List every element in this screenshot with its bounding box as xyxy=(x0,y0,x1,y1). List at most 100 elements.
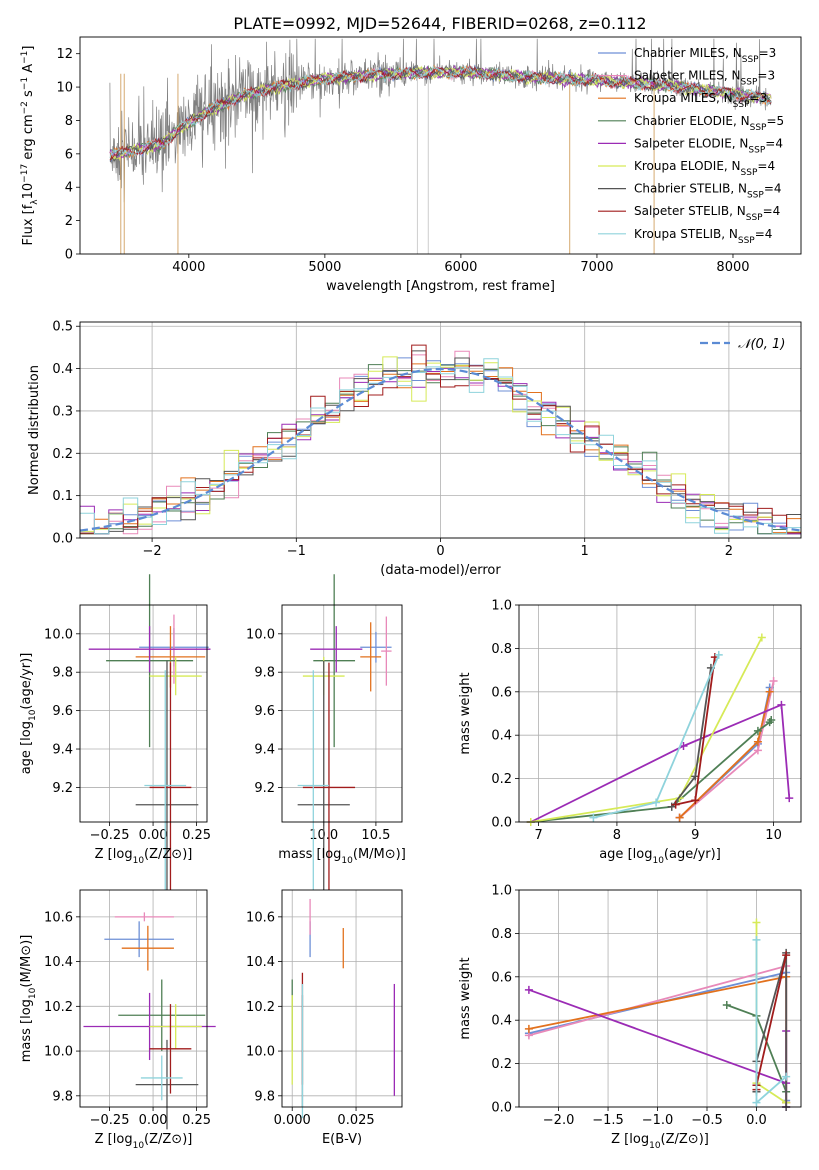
spectrum-x-tick-label: 5000 xyxy=(308,260,341,275)
age-weight-point-marker xyxy=(691,796,700,805)
z-weight-point-marker xyxy=(722,1001,731,1010)
age-weight-point-marker xyxy=(785,794,794,803)
spectrum-x-tick-label: 4000 xyxy=(172,260,205,275)
age-weight-series-line xyxy=(530,703,791,823)
age-weight-y-tick-label: 0.0 xyxy=(491,816,512,831)
z-mass-y-tick-label: 10.2 xyxy=(44,1000,73,1015)
residuals-y-tick-label: 0.0 xyxy=(52,532,73,547)
spectrum-model-line xyxy=(109,65,772,162)
z-weight-x-tick-label: −1.0 xyxy=(642,1113,674,1128)
residuals-y-tick-label: 0.3 xyxy=(52,404,73,419)
spectrum-x-tick-label: 6000 xyxy=(444,260,477,275)
residuals-x-tick-label: −2 xyxy=(143,544,162,559)
legend-entry-label: Chabrier ELODIE, NSSP=5 xyxy=(634,114,784,133)
z-weight-y-tick-label: 0.2 xyxy=(491,1057,512,1072)
age-weight-point-marker xyxy=(769,676,778,685)
z-mass-plot-area xyxy=(80,890,207,1107)
z-weight-x-axis-label: Z [log10(Z/Z⊙)] xyxy=(611,1132,709,1151)
age-weight-point-marker xyxy=(753,737,762,746)
spectrum-y-tick-label: 2 xyxy=(65,214,73,229)
residuals-y-tick-label: 0.4 xyxy=(52,362,73,377)
z-weight-y-tick-label: 0.4 xyxy=(491,1014,512,1029)
z-mass-y-tick-label: 9.8 xyxy=(52,1089,73,1104)
residuals-y-tick-label: 0.1 xyxy=(52,489,73,504)
legend-entry-label: Kroupa STELIB, NSSP=4 xyxy=(634,227,772,246)
normal-curve xyxy=(79,367,802,532)
spectrum-lines xyxy=(109,38,772,254)
z-mass-y-axis-label: mass [log10(M/M⊙)] xyxy=(19,935,38,1063)
z-weight-point-marker xyxy=(752,935,761,944)
age-weight-x-axis-label: age [log10(age/yr)] xyxy=(599,847,721,866)
legend-entry-label: Chabrier STELIB, NSSP=4 xyxy=(634,182,782,201)
ebv-mass-x-tick-label: 0.025 xyxy=(337,1113,374,1128)
ebv-mass-x-tick-label: 0.000 xyxy=(274,1113,311,1128)
residuals-histogram xyxy=(80,356,801,535)
z-mass-x-axis-label: Z [log10(Z/Z⊙)] xyxy=(95,1132,193,1151)
age-weight-point-marker xyxy=(753,746,762,755)
mass-age-y-tick-label: 10.0 xyxy=(246,627,275,642)
age-weight-point-marker xyxy=(767,716,776,725)
z-age-y-tick-label: 9.2 xyxy=(52,781,73,796)
residuals-x-tick-label: −1 xyxy=(287,544,306,559)
z-weight-point-marker xyxy=(524,1024,533,1033)
spectrum-y-tick-label: 10 xyxy=(56,81,73,96)
legend-entry-label: Salpeter ELODIE, NSSP=4 xyxy=(634,136,783,155)
z-weight-x-tick-label: −0.5 xyxy=(691,1113,723,1128)
age-weight-point-marker xyxy=(765,687,774,696)
age-weight-point-marker xyxy=(753,726,762,735)
residuals-y-axis-label: Normed distribution xyxy=(27,365,42,495)
age-weight-x-tick-label: 10 xyxy=(765,828,782,843)
age-weight-plot-area xyxy=(519,605,801,822)
z-age-y-tick-label: 10.0 xyxy=(44,627,73,642)
z-weight-frame xyxy=(518,889,802,1108)
legend-entry-label: Chabrier MILES, NSSP=3 xyxy=(634,46,776,65)
age-weight-x-tick-label: 8 xyxy=(613,828,621,843)
residuals-frame xyxy=(79,321,802,539)
age-weight-point-marker xyxy=(671,800,680,809)
age-weight-point-marker xyxy=(675,813,684,822)
spectrum-model-line xyxy=(109,64,772,159)
z-weight-x-tick-label: −2.0 xyxy=(543,1113,575,1128)
spectrum-model-line xyxy=(109,65,772,161)
z-mass-y-tick-label: 10.6 xyxy=(44,910,73,925)
z-age-x-tick-label: −0.25 xyxy=(90,828,130,843)
z-mass-y-tick-label: 10.4 xyxy=(44,955,73,970)
legend-entry-label: Salpeter STELIB, NSSP=4 xyxy=(634,204,780,223)
age-weight-y-tick-label: 0.4 xyxy=(491,729,512,744)
z-weight-y-tick-label: 0.6 xyxy=(491,970,512,985)
age-weight-x-tick-label: 7 xyxy=(534,828,542,843)
age-weight-frame xyxy=(518,604,802,823)
age-weight-point-marker xyxy=(589,813,598,822)
age-weight-y-axis-label: mass weight xyxy=(458,672,473,754)
age-weight-y-tick-label: 0.6 xyxy=(491,685,512,700)
spectrum-x-tick-label: 8000 xyxy=(716,260,749,275)
z-mass-frame xyxy=(79,889,208,1108)
z-weight-y-tick-label: 0.8 xyxy=(491,927,512,942)
residuals-x-tick-label: 1 xyxy=(581,544,589,559)
spectrum-y-tick-label: 8 xyxy=(65,114,73,129)
age-weight-y-tick-label: 1.0 xyxy=(491,599,512,614)
mass-age-x-tick-label: 10.5 xyxy=(361,828,390,843)
z-weight-y-tick-label: 1.0 xyxy=(491,884,512,899)
legend-normal-label: 𝒩(0, 1) xyxy=(738,337,785,352)
z-age-frame xyxy=(79,604,208,823)
residuals-histogram xyxy=(80,344,801,534)
mass-age-y-tick-label: 9.2 xyxy=(254,781,275,796)
spectrum-x-tick-label: 7000 xyxy=(580,260,613,275)
residuals-x-axis-label: (data-model)/error xyxy=(380,563,501,578)
ebv-mass-y-tick-label: 10.4 xyxy=(246,955,275,970)
spectrum-frame xyxy=(79,36,802,255)
ebv-mass-y-tick-label: 10.2 xyxy=(246,1000,275,1015)
z-age-y-tick-label: 9.4 xyxy=(52,743,73,758)
age-weight-x-tick-label: 9 xyxy=(691,828,699,843)
residuals-x-tick-label: 0 xyxy=(436,544,444,559)
ebv-mass-y-tick-label: 10.0 xyxy=(246,1045,275,1060)
residuals-x-tick-label: 2 xyxy=(725,544,733,559)
mass-age-y-tick-label: 9.6 xyxy=(254,704,275,719)
legend-entry-label: Salpeter MILES, NSSP=3 xyxy=(634,69,775,88)
z-weight-y-axis-label: mass weight xyxy=(458,957,473,1039)
ebv-mass-plot-area xyxy=(282,890,402,1107)
age-weight-point-marker xyxy=(757,633,766,642)
